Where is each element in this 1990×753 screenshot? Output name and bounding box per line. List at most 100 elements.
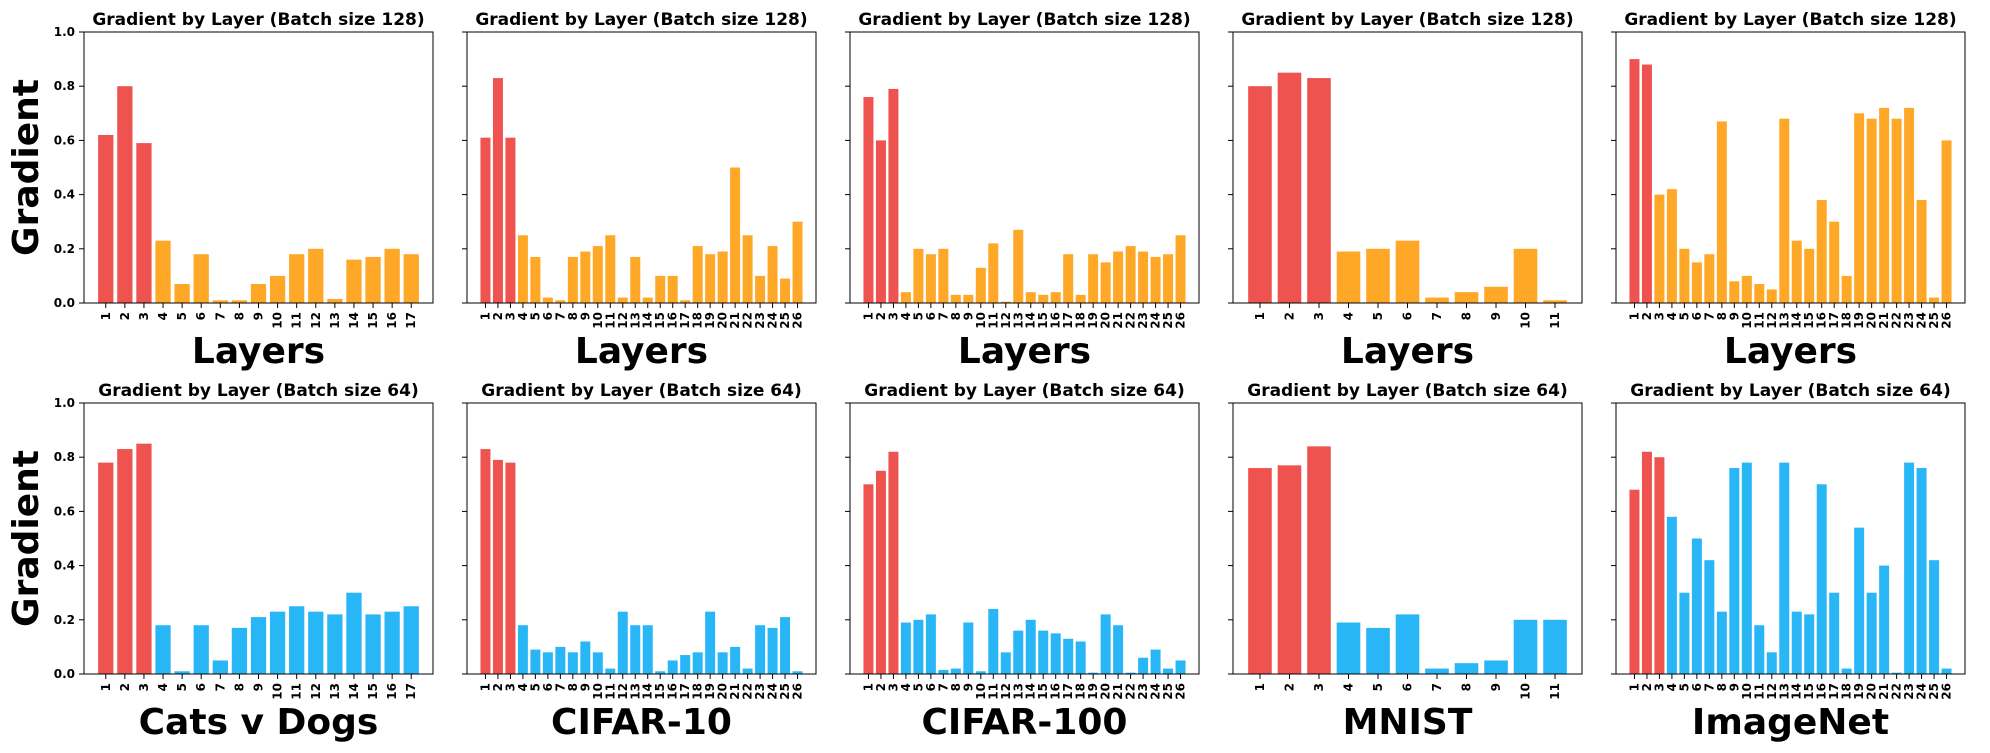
x-tick-label: 6: [1401, 312, 1415, 320]
x-tick-label: 17: [1061, 683, 1075, 700]
bar: [1741, 462, 1752, 674]
bar: [517, 235, 528, 303]
x-tick-label: 5: [1371, 312, 1385, 320]
x-tick-label: 1: [1253, 312, 1267, 320]
x-tick-label: 20: [716, 312, 730, 329]
x-tick-label: 4: [516, 683, 530, 691]
bar: [975, 267, 986, 303]
x-axis-label: Layers: [1724, 331, 1857, 372]
bar: [1138, 251, 1149, 303]
x-tick-label: 24: [1915, 683, 1929, 700]
x-axis-label: MNIST: [1343, 702, 1473, 743]
x-tick-label: 14: [1790, 312, 1804, 329]
x-tick-label: 18: [1074, 312, 1088, 329]
y-axis-label: Gradient: [6, 450, 47, 627]
bar: [592, 246, 603, 303]
chart-title: Gradient by Layer (Batch size 64): [98, 381, 419, 401]
bar: [1704, 254, 1715, 303]
x-tick-label: 23: [753, 312, 767, 329]
x-tick-label: 10: [1519, 683, 1533, 700]
bar: [1754, 284, 1765, 303]
bar: [1150, 256, 1161, 303]
x-tick-label: 11: [603, 312, 617, 329]
x-tick-label: 1: [861, 683, 875, 691]
x-tick-label: 19: [703, 312, 717, 329]
bar: [555, 300, 566, 303]
bar: [403, 606, 419, 674]
bar: [767, 246, 778, 303]
bar: [1716, 611, 1727, 674]
bar: [480, 137, 491, 303]
x-tick-label: 2: [1640, 312, 1654, 320]
x-tick-label: 14: [347, 312, 361, 329]
chart-title: Gradient by Layer (Batch size 64): [1630, 381, 1951, 401]
axes-frame: [466, 402, 817, 675]
x-tick-label: 25: [778, 683, 792, 700]
bar: [384, 248, 400, 303]
bar: [1425, 668, 1449, 674]
x-tick-label: 21: [728, 683, 742, 700]
bar: [1248, 468, 1272, 674]
bar: [655, 671, 666, 674]
bar: [1175, 660, 1186, 674]
x-tick-label: 10: [1519, 312, 1533, 329]
x-tick-label: 18: [691, 312, 705, 329]
bar: [988, 243, 999, 303]
bar: [1866, 118, 1877, 303]
bar: [1816, 200, 1827, 303]
x-tick-label: 10: [1740, 312, 1754, 329]
x-tick-label: 19: [1852, 312, 1866, 329]
bar: [155, 625, 171, 674]
bar: [717, 251, 728, 303]
bar: [555, 646, 566, 674]
bar: [530, 649, 541, 674]
x-tick-label: 1: [1253, 683, 1267, 691]
bar: [580, 641, 591, 674]
x-tick-label: 7: [936, 312, 950, 320]
x-tick-label: 7: [553, 683, 567, 691]
bar: [888, 451, 899, 674]
x-tick-label: 23: [1902, 312, 1916, 329]
x-tick-label: 11: [986, 683, 1000, 700]
x-tick-label: 8: [1460, 312, 1474, 320]
x-axis-label: Layers: [575, 331, 708, 372]
bar: [1641, 451, 1652, 674]
x-tick-label: 20: [1099, 683, 1113, 700]
x-tick-label: 10: [591, 683, 605, 700]
x-tick-label: 1: [99, 683, 113, 691]
x-tick-label: 6: [541, 312, 555, 320]
bar: [530, 256, 541, 303]
x-tick-label: 8: [1460, 683, 1474, 691]
bar: [1679, 592, 1690, 674]
x-tick-label: 9: [961, 683, 975, 691]
bar: [592, 652, 603, 674]
bar: [617, 297, 628, 303]
bar: [1163, 668, 1174, 674]
y-tick-label: 0.0: [54, 296, 75, 310]
y-tick-label: 0.2: [54, 242, 75, 256]
bar: [542, 297, 553, 303]
bar: [1248, 86, 1272, 303]
x-tick-label: 9: [578, 683, 592, 691]
bar: [1791, 240, 1802, 303]
x-tick-label: 20: [1865, 312, 1879, 329]
x-tick-label: 26: [791, 683, 805, 700]
bar: [1125, 246, 1136, 303]
x-tick-label: 22: [1890, 312, 1904, 329]
x-tick-label: 11: [1752, 312, 1766, 329]
chart-title: Gradient by Layer (Batch size 128): [475, 10, 807, 30]
x-tick-label: 10: [974, 312, 988, 329]
bar: [174, 284, 190, 303]
x-tick-label: 18: [1840, 683, 1854, 700]
x-tick-label: 26: [791, 312, 805, 329]
bar: [1138, 657, 1149, 674]
x-tick-label: 15: [653, 683, 667, 700]
x-tick-label: 8: [566, 683, 580, 691]
x-tick-label: 9: [1489, 683, 1503, 691]
bar: [950, 294, 961, 303]
bar: [1163, 254, 1174, 303]
bar: [365, 256, 381, 303]
bar: [1100, 262, 1111, 303]
bar: [705, 254, 716, 303]
bar: [755, 625, 766, 674]
